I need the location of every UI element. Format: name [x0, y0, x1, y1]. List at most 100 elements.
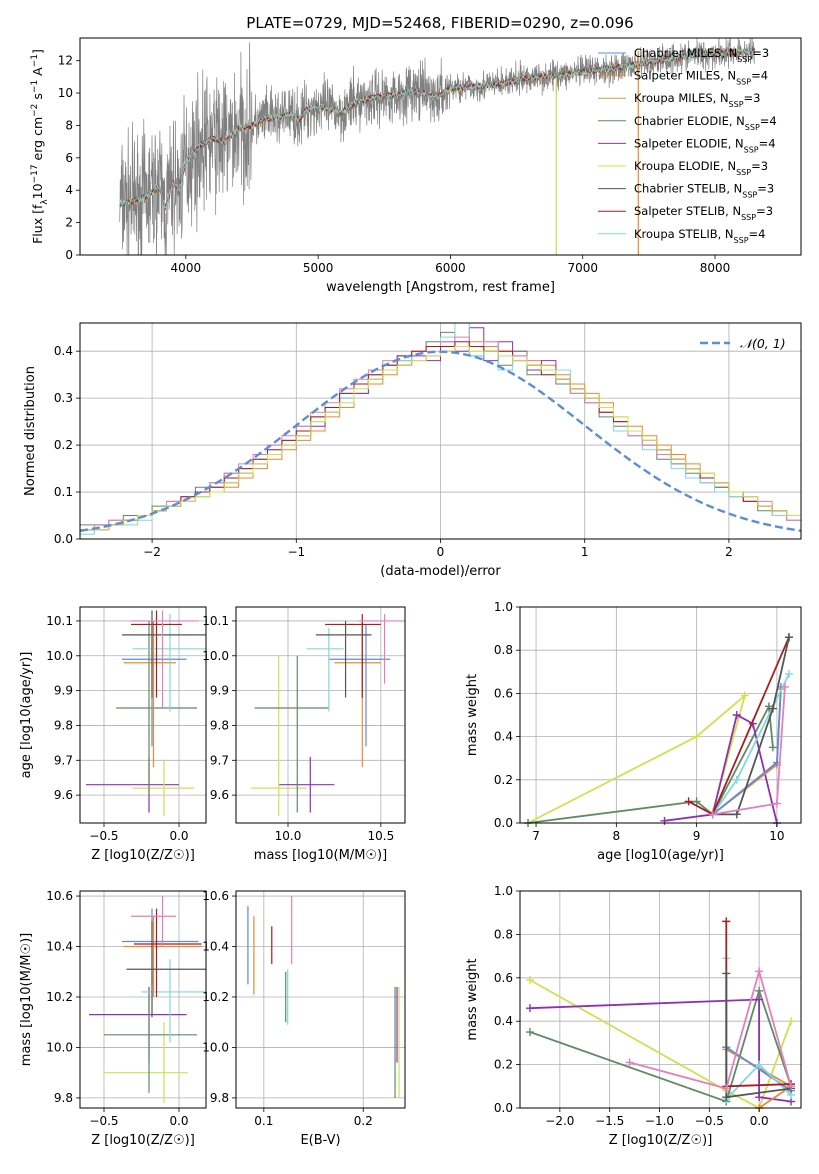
- weight-marker: [787, 1017, 796, 1026]
- gaussian-curve: [79, 350, 802, 532]
- y-tick-label: 0.1: [54, 485, 73, 499]
- x-tick-label: 6000: [435, 261, 466, 275]
- y-tick-label: 0.2: [494, 773, 513, 787]
- y-tick-label: 9.8: [54, 1091, 73, 1105]
- z_vs_age-plot-area: [86, 610, 206, 817]
- y-tick-label: 12: [58, 54, 73, 68]
- legend-text: Chabrier ELODIE, N: [634, 114, 745, 128]
- legend-label: Kroupa MILES, NSSP=3: [634, 91, 760, 109]
- y-axis-label: Normed distribution: [23, 366, 38, 496]
- legend-sub: SSP: [744, 145, 759, 154]
- errorbar-point: [131, 896, 176, 947]
- z_vs_mass-axes: −0.5 0.0 9.8 10.0 10.2 10.4 10.6 Z [log10(Z/Z☉)…: [19, 889, 207, 1148]
- y-tick-label: 10.2: [202, 990, 229, 1004]
- y-axis-label: age [log10(age/yr)]: [19, 652, 34, 779]
- axes-frame: [79, 890, 207, 1109]
- legend-sub: SSP: [736, 77, 751, 86]
- axes-frame: [79, 37, 802, 256]
- weight-marker: [692, 797, 701, 806]
- y-tick-label: 10.4: [202, 940, 229, 954]
- x-axis-label: Z [log10(Z/Z☉)]: [609, 1133, 713, 1148]
- weight-marker: [525, 1028, 534, 1037]
- y-tick-label: 8: [65, 118, 73, 132]
- y-tick-label: 1.0: [494, 600, 513, 614]
- x-tick-label: −1: [287, 545, 305, 559]
- legend-label: Salpeter STELIB, NSSP=3: [634, 204, 773, 222]
- x-tick-label: 0: [437, 545, 445, 559]
- legend-text: Salpeter ELODIE, N: [634, 136, 744, 150]
- errorbar-point: [126, 921, 206, 1018]
- y-tick-label: 9.9: [54, 684, 73, 698]
- legend-text: Chabrier STELIB, N: [634, 182, 742, 196]
- errorbar-point: [141, 959, 206, 1043]
- y-tick-label: 9.7: [210, 753, 229, 767]
- weight-line: [688, 636, 790, 816]
- legend-label: Chabrier STELIB, NSSP=3: [634, 182, 774, 200]
- x-axis-label: (data-model)/error: [380, 564, 501, 579]
- y-axis-label: mass weight: [465, 958, 480, 1040]
- weight-marker: [755, 1060, 764, 1069]
- y-axis-label: mass [log10(M/M☉)]: [19, 933, 34, 1066]
- y-tick-label: 10.6: [202, 889, 229, 903]
- weight-marker: [708, 810, 717, 819]
- errorbar-point: [334, 620, 381, 768]
- weight-line: [712, 637, 790, 816]
- weight-line: [527, 693, 747, 824]
- weight-marker: [755, 967, 764, 976]
- y-tick-label: 0.6: [494, 686, 513, 700]
- x-axis-label: Z [log10(Z/Z☉)]: [91, 1133, 195, 1148]
- weight-marker: [768, 743, 777, 752]
- y-label-part: −1: [30, 54, 40, 67]
- errorbar-point: [325, 613, 381, 698]
- x-tick-label: −1.5: [595, 1114, 624, 1128]
- errorbar-point: [104, 1022, 188, 1103]
- legend-tail: =4: [751, 69, 768, 83]
- spectrum-panel: 4000 5000 6000 7000 8000 0 2 4 6 8 10 12 wavelength …: [30, 37, 802, 295]
- x-axis-label: wavelength [Angstrom, rest frame]: [326, 280, 555, 295]
- y-axis-label: mass weight: [465, 674, 480, 756]
- y-label-part: A: [30, 67, 45, 80]
- errorbar-point: [131, 610, 199, 709]
- legend-label: Chabrier ELODIE, NSSP=4: [634, 114, 777, 132]
- x-tick-label: 7: [532, 829, 540, 843]
- legend-sub: SSP: [741, 213, 756, 222]
- spectrum-plot-area: [119, 38, 756, 255]
- y-label-part: ]: [30, 49, 45, 54]
- errorbar-point: [116, 620, 197, 796]
- weight-marker: [780, 682, 789, 691]
- x-axis-label: Z [log10(Z/Z☉)]: [91, 848, 195, 863]
- y-axis-label: Flux [fλ10−17 erg cm−2 s−1 A−1]: [30, 49, 50, 244]
- errorbar-point: [104, 991, 197, 1093]
- y-tick-label: 0.0: [54, 532, 73, 546]
- legend-label: Salpeter MILES, NSSP=4: [634, 69, 768, 87]
- weight-marker: [764, 702, 773, 711]
- weight-marker: [722, 1084, 731, 1093]
- y-tick-label: 10.0: [202, 649, 229, 663]
- age_vs_weight-axes: 7 8 9 10 0.0 0.2 0.4 0.6 0.8 1.0 age [log10(age/yr…: [465, 600, 802, 863]
- x-tick-label: 0.1: [254, 1114, 273, 1128]
- y-label-part: −2: [30, 104, 40, 117]
- y-tick-label: 0.4: [494, 730, 513, 744]
- errorbar-point: [123, 620, 176, 768]
- errorbar-point: [278, 756, 335, 813]
- legend-text: Kroupa STELIB, N: [634, 227, 734, 241]
- weight-marker: [787, 1082, 796, 1091]
- legend-tail: =4: [759, 136, 776, 150]
- weight-marker: [525, 1004, 534, 1013]
- axes-frame: [519, 890, 802, 1109]
- weight-line: [725, 1046, 792, 1092]
- z_vs_mass-plot-area: [89, 896, 206, 1103]
- weight-marker: [755, 986, 764, 995]
- z_vs_age-axes: −0.5 0.0 9.6 9.7 9.8 9.9 10.0 10.1 Z [log10(Z/Z☉…: [19, 606, 207, 863]
- legend-label: Kroupa ELODIE, NSSP=3: [634, 159, 768, 177]
- legend-sub: SSP: [734, 235, 749, 244]
- y-tick-label: 2: [65, 216, 73, 230]
- weight-line: [529, 998, 792, 1103]
- weight-marker: [768, 704, 777, 713]
- y-tick-label: 9.8: [210, 1091, 229, 1105]
- x-tick-label: 0.0: [750, 1114, 769, 1128]
- weight-line: [529, 979, 792, 1110]
- x-tick-label: 9: [693, 829, 701, 843]
- x-tick-label: 8000: [700, 261, 731, 275]
